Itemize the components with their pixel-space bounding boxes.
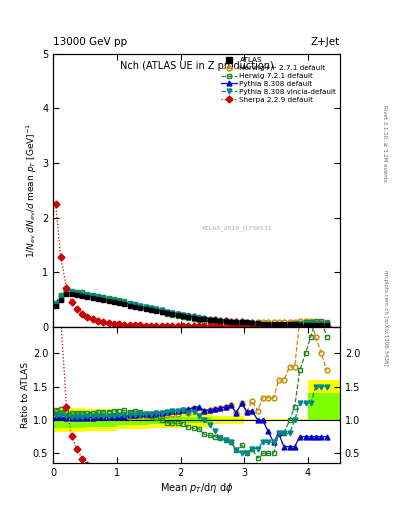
Text: ATLAS_2019_I1736531: ATLAS_2019_I1736531 [202,226,273,231]
Y-axis label: Ratio to ATLAS: Ratio to ATLAS [21,362,30,428]
Text: Rivet 3.1.10, ≥ 3.2M events: Rivet 3.1.10, ≥ 3.2M events [383,105,387,182]
Text: Z+Jet: Z+Jet [311,37,340,47]
Text: Nch (ATLAS UE in Z production): Nch (ATLAS UE in Z production) [119,60,274,71]
Y-axis label: $1/N_{ev}\;dN_{ev}/d$ mean $p_T$ [GeV]$^{-1}$: $1/N_{ev}\;dN_{ev}/d$ mean $p_T$ [GeV]$^… [25,123,39,258]
X-axis label: Mean $p_T$/d$\eta$ d$\phi$: Mean $p_T$/d$\eta$ d$\phi$ [160,481,233,495]
Legend: ATLAS, Herwig++ 2.7.1 default, Herwig 7.2.1 default, Pythia 8.308 default, Pythi: ATLAS, Herwig++ 2.7.1 default, Herwig 7.… [219,56,338,104]
Text: 13000 GeV pp: 13000 GeV pp [53,37,127,47]
Text: mcplots.cern.ch [arXiv:1306.3436]: mcplots.cern.ch [arXiv:1306.3436] [383,270,387,365]
